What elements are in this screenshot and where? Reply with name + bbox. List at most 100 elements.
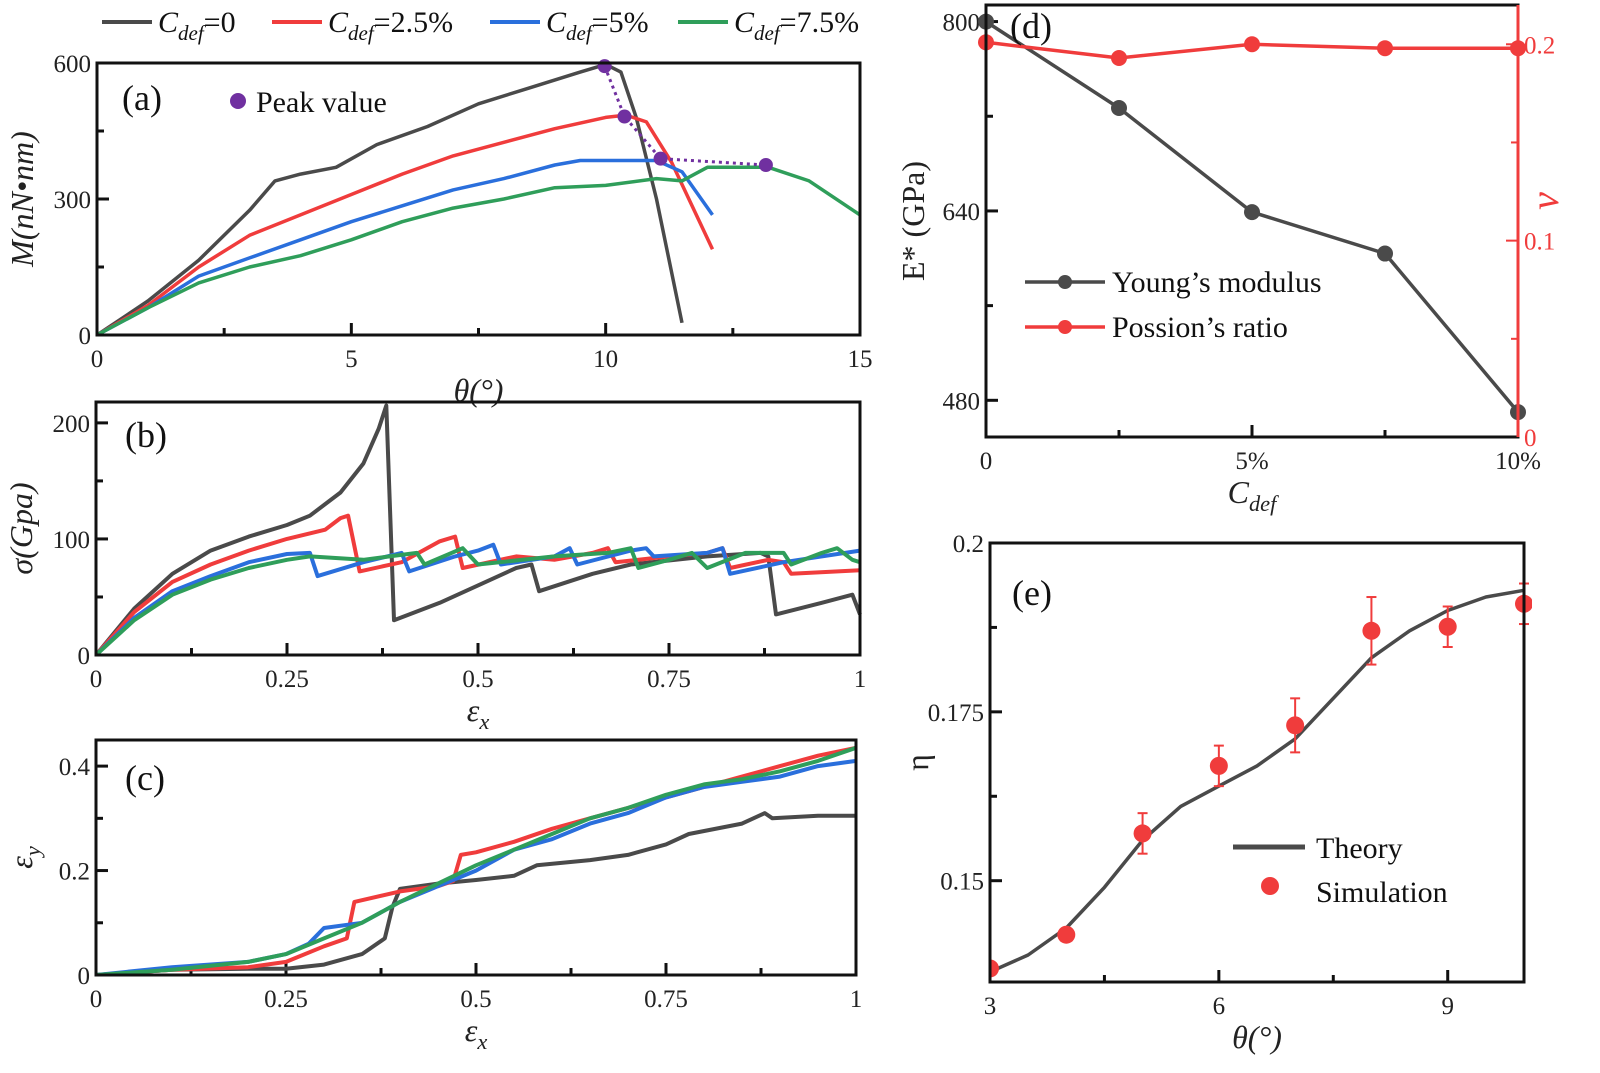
x-tick-label: 6: [1213, 993, 1226, 1020]
x-tick-label: 0: [91, 346, 104, 373]
series-theory: [990, 588, 1525, 974]
legend-label: Young’s modulus: [1112, 266, 1322, 299]
x-axis-label: εx: [467, 692, 490, 734]
series-line: [96, 758, 857, 975]
series-c-def-7-5-: [96, 546, 861, 655]
series-c-def-0: [96, 403, 862, 655]
series-line: [97, 62, 684, 335]
series-line: [990, 588, 1525, 974]
y-tick-label: 0.2: [953, 531, 984, 558]
x-tick-label: 5: [345, 346, 358, 373]
data-point: [1244, 36, 1260, 53]
data-point: [1377, 40, 1393, 57]
y-tick-label: 0.15: [940, 869, 984, 896]
series-c-def-7-5-: [96, 745, 857, 975]
series-line: [96, 403, 862, 655]
x-tick-label: 1: [850, 986, 863, 1013]
data-point: [1111, 50, 1127, 67]
x-tick-label: 0.25: [264, 986, 308, 1013]
series-young-s-modulus: [978, 13, 1526, 421]
x-tick-label: 5%: [1235, 448, 1268, 475]
series-simulation: [990, 582, 1532, 978]
x-tick-label: 0: [90, 666, 103, 693]
legend-label: Cdef=2.5%: [328, 6, 453, 45]
y2-tick-label: 0.1: [1524, 229, 1555, 256]
peak-point: [653, 151, 668, 166]
x-tick-label: 0.75: [644, 986, 688, 1013]
data-point: [1362, 621, 1381, 640]
plot-frame: [94, 738, 858, 977]
legend-label: Theory: [1316, 832, 1403, 865]
panel-label: (d): [1010, 6, 1052, 46]
y-tick-label: 480: [943, 388, 981, 415]
series-c-def-0: [96, 811, 856, 975]
panel-d: 0 5% 10% 480 640 800 0 0.1 0.2 (d) Cdef E* (GPa) ν Yo…: [895, 3, 1567, 516]
y-tick-label: 640: [943, 199, 981, 226]
x-tick-label: 0.75: [647, 666, 691, 693]
data-point: [1111, 99, 1127, 116]
x-axis-label: εx: [465, 1012, 488, 1054]
y-tick-label: 0.175: [928, 700, 984, 727]
data-point: [1438, 617, 1457, 636]
x-tick-label: 10: [593, 346, 618, 373]
series-c-def-2-5-: [97, 113, 715, 335]
y-tick-label: 100: [53, 527, 91, 554]
legend-marker: [1261, 877, 1279, 895]
legend-marker: [1058, 320, 1072, 334]
series-line: [97, 113, 715, 335]
y-tick-label: 0: [78, 963, 91, 990]
y-axis-label: σ(Gpa): [3, 482, 39, 574]
x-axis-label: Cdef: [1228, 474, 1279, 516]
legend-label: Cdef=5%: [546, 6, 649, 45]
y-tick-label: 0.4: [59, 754, 91, 781]
data-point: [1286, 716, 1305, 735]
panel-b: 0 0.25 0.5 0.75 1 0 100 200 (b) εx σ(Gpa): [3, 400, 866, 734]
series-c-def-5-: [96, 542, 861, 655]
legend-peak-label: Peak value: [256, 86, 387, 119]
y-tick-label: 800: [943, 10, 981, 37]
plot-frame: [984, 3, 1520, 439]
panel-label: (b): [125, 415, 167, 455]
panel-e: 3 6 9 0.15 0.175 0.2 (e) θ(°) η Theory Simulation: [899, 531, 1532, 1055]
series-c-def-5-: [97, 158, 714, 335]
x-tick-label: 0.5: [462, 666, 493, 693]
panel-label: (a): [122, 78, 162, 118]
peak-point: [758, 158, 773, 172]
legend-peak-marker: [230, 93, 246, 109]
data-point: [1057, 925, 1076, 944]
plot-frame: [95, 61, 862, 337]
x-tick-label: 0: [980, 448, 993, 475]
x-tick-label: 9: [1441, 993, 1454, 1020]
x-tick-label: 15: [848, 346, 873, 373]
y-tick-label: 0: [78, 643, 91, 670]
y-axis-label: η: [899, 754, 935, 771]
legend-label: Cdef=7.5%: [734, 6, 859, 45]
series-c-def-5-: [96, 758, 857, 975]
data-point: [990, 959, 999, 978]
y-tick-label: 200: [53, 411, 91, 438]
y-tick-label: 600: [54, 51, 92, 78]
series-c-def-0: [97, 62, 684, 335]
x-tick-label: 0: [90, 986, 103, 1013]
data-point: [1377, 245, 1393, 262]
legend-label: Simulation: [1316, 876, 1448, 909]
peak-point: [617, 109, 632, 124]
data-point: [1244, 204, 1260, 221]
series-line: [97, 165, 861, 335]
y2-tick-label: 0.2: [1524, 32, 1555, 59]
series-line: [96, 811, 856, 975]
legend-marker: [1058, 275, 1072, 289]
data-point: [1209, 756, 1228, 775]
plot-frame: [988, 541, 1526, 984]
x-tick-label: 0.25: [265, 666, 309, 693]
panel-label: (c): [125, 758, 165, 798]
peak-point: [597, 59, 612, 74]
series-c-def-7-5-: [97, 165, 861, 335]
y-axis-label: εy: [3, 846, 45, 869]
y-tick-label: 300: [54, 187, 92, 214]
legend-entry: Cdef=0: [102, 6, 236, 45]
